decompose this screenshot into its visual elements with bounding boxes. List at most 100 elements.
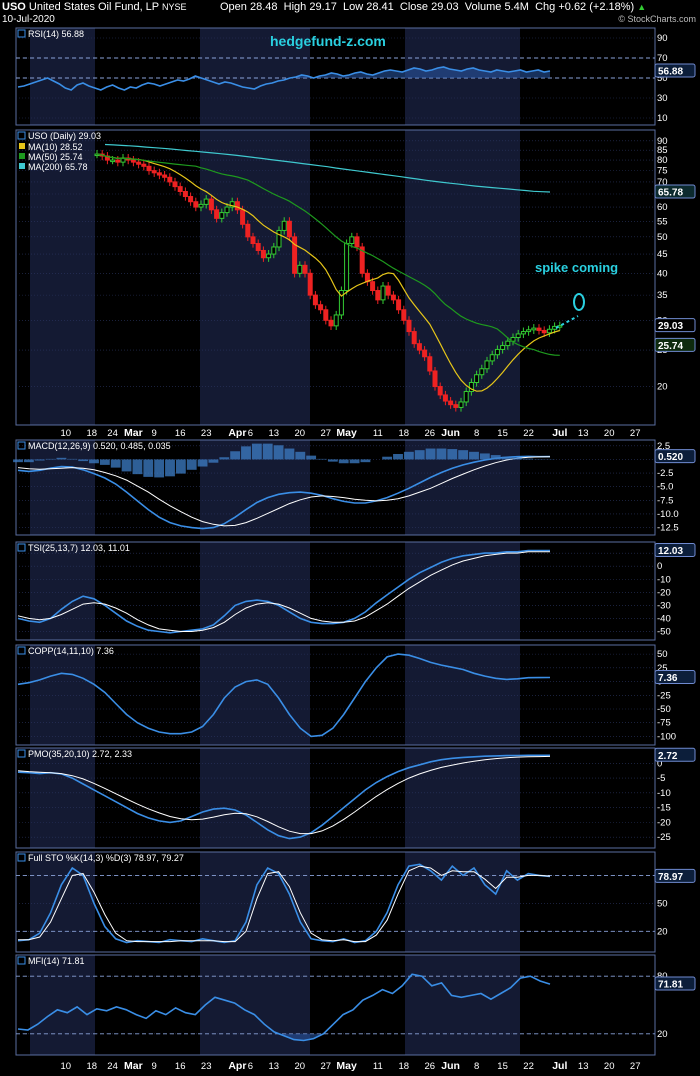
close-value: 29.03 bbox=[431, 1, 459, 13]
mfi-shade-band-0 bbox=[30, 955, 95, 1055]
macd-histogram-bar bbox=[523, 458, 534, 460]
price-candle bbox=[312, 294, 318, 306]
fund-name: United States Oil Fund, LP bbox=[28, 1, 159, 13]
price-candle bbox=[250, 236, 256, 245]
macd-histogram-bar bbox=[78, 459, 89, 462]
x-axis-label: 18 bbox=[87, 428, 98, 439]
copp-tick-label: -50 bbox=[657, 704, 671, 715]
macd-histogram-bar bbox=[393, 453, 403, 460]
price-candle bbox=[141, 163, 147, 167]
rsi-tick-label: 90 bbox=[657, 33, 668, 44]
price-candle bbox=[380, 285, 386, 301]
copp-shade-band-1 bbox=[200, 645, 310, 745]
mfi-line bbox=[17, 973, 551, 1042]
price-candle bbox=[546, 328, 552, 334]
sto-last-value-label: 78.97 bbox=[658, 872, 683, 883]
open-value: 28.48 bbox=[249, 1, 278, 13]
price-candle bbox=[146, 165, 152, 172]
x-axis-label: 20 bbox=[295, 1061, 306, 1072]
macd-histogram-bar bbox=[469, 451, 479, 460]
macd-histogram-bar bbox=[208, 459, 219, 463]
tsi-tick-label: -20 bbox=[657, 587, 671, 598]
mfi-last-value-box bbox=[654, 976, 696, 991]
price-candle bbox=[115, 159, 121, 163]
x-axis-label: 20 bbox=[604, 428, 615, 439]
x-axis-label: Apr bbox=[228, 427, 246, 439]
ma200-line bbox=[104, 143, 551, 193]
rsi-line bbox=[17, 66, 551, 91]
macd-histogram-bar bbox=[458, 450, 469, 460]
price-legend-swatch bbox=[19, 143, 25, 149]
price-candle bbox=[500, 345, 506, 350]
x-axis-label: 8 bbox=[474, 1061, 479, 1072]
macd-histogram-bar bbox=[154, 459, 165, 478]
price-candle bbox=[167, 176, 173, 183]
mfi-tick-label: 20 bbox=[657, 1029, 668, 1040]
price-candle bbox=[484, 360, 490, 370]
price-candle bbox=[344, 243, 350, 292]
tsi-shade-band-1 bbox=[200, 542, 310, 640]
sto-legend-swatch bbox=[17, 853, 26, 862]
price-legend-swatch bbox=[17, 131, 26, 140]
macd-histogram-bar bbox=[186, 459, 197, 470]
sto-pane-border bbox=[15, 851, 656, 953]
macd-histogram-bar bbox=[23, 459, 34, 463]
x-axis-label: May bbox=[336, 1060, 357, 1072]
chart-date: 10-Jul-2020 bbox=[2, 14, 55, 25]
macd-tick-label: -7.5 bbox=[657, 495, 673, 506]
spike-target-marker bbox=[573, 293, 585, 311]
macd-histogram-bar bbox=[425, 448, 436, 460]
macd-histogram-bar bbox=[317, 458, 327, 460]
x-axis-label: 22 bbox=[523, 1061, 534, 1072]
macd-histogram-bar bbox=[110, 459, 121, 468]
watermark: hedgefund-z.com bbox=[270, 33, 386, 49]
macd-histogram-bar bbox=[349, 459, 360, 464]
spike-arrow bbox=[555, 315, 579, 329]
x-axis-label: 13 bbox=[578, 1061, 589, 1072]
x-axis-label: 15 bbox=[497, 1061, 508, 1072]
tsi-tsi-line bbox=[17, 549, 550, 634]
low-value: 28.41 bbox=[366, 1, 394, 13]
ma50-last-value-label: 25.74 bbox=[658, 341, 683, 352]
x-axis-label: Apr bbox=[228, 1060, 246, 1072]
price-candle bbox=[448, 400, 454, 406]
rsi-shade-band-1 bbox=[200, 28, 310, 125]
exchange: NYSE bbox=[162, 2, 187, 12]
tsi-tick-label: -40 bbox=[657, 613, 671, 624]
price-candle bbox=[411, 331, 417, 345]
price-candle bbox=[541, 329, 547, 334]
x-axis-label: 23 bbox=[201, 1061, 212, 1072]
x-axis-label: 24 bbox=[107, 1061, 118, 1072]
sto-pct-d-line bbox=[18, 865, 551, 943]
macd-macd-line bbox=[17, 455, 551, 530]
price-tick-label: 80 bbox=[657, 155, 668, 166]
tsi-title: TSI(25,13,7) 12.03, 11.01 bbox=[28, 543, 130, 553]
x-axis-label: 15 bbox=[497, 428, 508, 439]
mfi-last-value-label: 71.81 bbox=[658, 980, 683, 991]
x-axis-label: 11 bbox=[373, 428, 383, 439]
macd-signal-line bbox=[17, 456, 551, 527]
macd-histogram-bar bbox=[284, 448, 295, 460]
x-axis-label: 13 bbox=[578, 428, 589, 439]
chart-header: USO United States Oil Fund, LP NYSE 10-J… bbox=[2, 0, 700, 26]
price-candle bbox=[219, 212, 225, 219]
price-candle bbox=[396, 299, 402, 311]
price-candle bbox=[422, 349, 428, 358]
macd-shade-band-0 bbox=[30, 440, 95, 535]
price-candle bbox=[234, 201, 240, 211]
x-axis-label: 26 bbox=[425, 428, 436, 439]
ma50-line bbox=[96, 153, 560, 356]
price-tick-label: 60 bbox=[657, 202, 668, 213]
price-shade-band-2 bbox=[405, 130, 520, 425]
x-axis-label: 27 bbox=[321, 1061, 332, 1072]
macd-tick-label: -10.0 bbox=[657, 509, 679, 520]
price-candle bbox=[271, 246, 277, 255]
price-tick-label: 75 bbox=[657, 166, 668, 177]
price-candle bbox=[130, 159, 136, 163]
price-candle bbox=[302, 264, 308, 274]
tsi-signal-line bbox=[17, 551, 550, 632]
price-legend-entry: MA(50) 25.74 bbox=[28, 152, 83, 162]
price-candle bbox=[156, 172, 162, 176]
tsi-shade-band-2 bbox=[405, 542, 520, 640]
